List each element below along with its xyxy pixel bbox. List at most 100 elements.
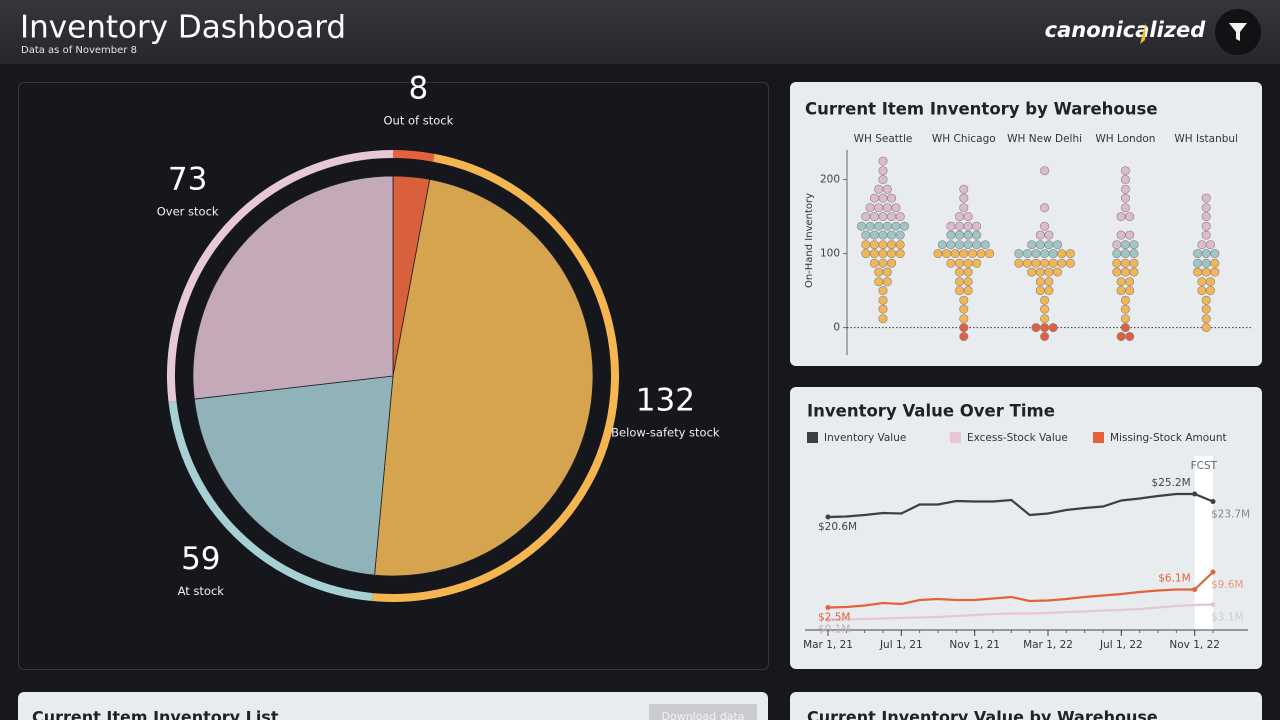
item-dot: [954, 240, 964, 250]
item-dot: [887, 212, 897, 222]
panel-title: Current Item Inventory by Warehouse: [805, 100, 1158, 119]
item-dot: [1116, 331, 1126, 341]
item-dot: [1197, 240, 1207, 250]
item-dot: [878, 295, 888, 305]
x-tick-label: Jul 1, 22: [1099, 639, 1143, 651]
value-label: $0.1M: [818, 624, 850, 636]
item-dot: [856, 221, 866, 231]
item-dot: [887, 193, 897, 203]
item-dot: [972, 221, 982, 231]
item-dot: [1035, 240, 1045, 250]
item-dot: [869, 249, 879, 259]
item-dot: [878, 175, 888, 185]
item-dot: [959, 193, 969, 203]
header-bar: [0, 0, 1280, 64]
y-tick-label: 100: [820, 248, 840, 260]
item-dot: [1040, 323, 1050, 333]
item-dot: [895, 249, 905, 259]
item-dot: [869, 240, 879, 250]
item-dot: [882, 267, 892, 277]
item-dot: [1040, 203, 1050, 213]
pie-slice: [192, 175, 394, 400]
item-dot: [954, 221, 964, 231]
item-dot: [1120, 193, 1130, 203]
item-dot: [1116, 230, 1126, 240]
item-dot: [1120, 240, 1130, 250]
item-dot: [1053, 240, 1063, 250]
item-dot: [1125, 212, 1135, 222]
item-dot: [963, 212, 973, 222]
item-dot: [1120, 166, 1130, 176]
item-dot: [1112, 240, 1122, 250]
item-dot: [878, 212, 888, 222]
item-dot: [882, 184, 892, 194]
item-dot: [1120, 295, 1130, 305]
item-dot: [1040, 314, 1050, 324]
item-dot: [963, 240, 973, 250]
item-dot: [874, 277, 884, 287]
item-dot: [963, 286, 973, 296]
legend-label: Excess-Stock Value: [967, 432, 1068, 444]
item-dot: [1201, 258, 1211, 268]
status-label: At stock: [178, 584, 225, 598]
item-dot: [1125, 331, 1135, 341]
item-dot: [1057, 258, 1067, 268]
item-dot: [959, 323, 969, 333]
item-dot: [959, 304, 969, 314]
x-tick-label: Nov 1, 22: [1169, 639, 1220, 651]
item-dot: [1201, 314, 1211, 324]
item-dot: [861, 249, 871, 259]
item-dot: [959, 295, 969, 305]
download-button-label[interactable]: Download data: [662, 710, 745, 720]
item-dot: [954, 230, 964, 240]
item-dot: [963, 267, 973, 277]
item-dot: [967, 249, 977, 259]
item-dot: [887, 230, 897, 240]
item-dot: [882, 221, 892, 231]
item-dot: [954, 267, 964, 277]
item-dot: [1129, 249, 1139, 259]
item-dot: [1040, 331, 1050, 341]
item-dot: [1040, 295, 1050, 305]
item-dot: [1040, 221, 1050, 231]
value-label: $9.6M: [1211, 579, 1243, 591]
item-dot: [1125, 277, 1135, 287]
item-dot: [1201, 230, 1211, 240]
item-dot: [1201, 323, 1211, 333]
item-dot: [895, 230, 905, 240]
y-tick-label: 200: [820, 174, 840, 186]
item-dot: [1197, 277, 1207, 287]
legend-label: Missing-Stock Amount: [1110, 432, 1227, 444]
item-dot: [1022, 249, 1032, 259]
download-button[interactable]: [649, 704, 757, 720]
item-dot: [1125, 286, 1135, 296]
item-dot: [882, 203, 892, 213]
item-dot: [865, 221, 875, 231]
item-dot: [1210, 249, 1220, 259]
item-dot: [878, 249, 888, 259]
item-dot: [899, 221, 909, 231]
item-dot: [1193, 258, 1203, 268]
item-dot: [878, 304, 888, 314]
value-dot: [1210, 602, 1216, 607]
item-dot: [954, 258, 964, 268]
item-dot: [1031, 249, 1041, 259]
item-dot: [1193, 249, 1203, 259]
value-label: $2.5M: [818, 612, 850, 624]
item-dot: [1027, 267, 1037, 277]
pie-ring: [372, 153, 619, 602]
panel-title: Current Inventory Value by Warehouse: [807, 708, 1158, 720]
item-dot: [865, 203, 875, 213]
item-dot: [1210, 258, 1220, 268]
item-dot: [1022, 258, 1032, 268]
status-label: Below-safety stock: [611, 425, 720, 439]
item-dot: [869, 212, 879, 222]
x-tick-label: Mar 1, 22: [1023, 639, 1073, 651]
value-chart: FCST Mar 1, 21 Jul 1, 21 Nov 1, 21 Mar 1, 22…: [803, 432, 1250, 651]
item-dot: [1116, 286, 1126, 296]
item-dot: [1035, 286, 1045, 296]
pie-ring: [168, 401, 373, 602]
item-dot: [1201, 203, 1211, 213]
y-tick-label: 0: [833, 322, 840, 334]
